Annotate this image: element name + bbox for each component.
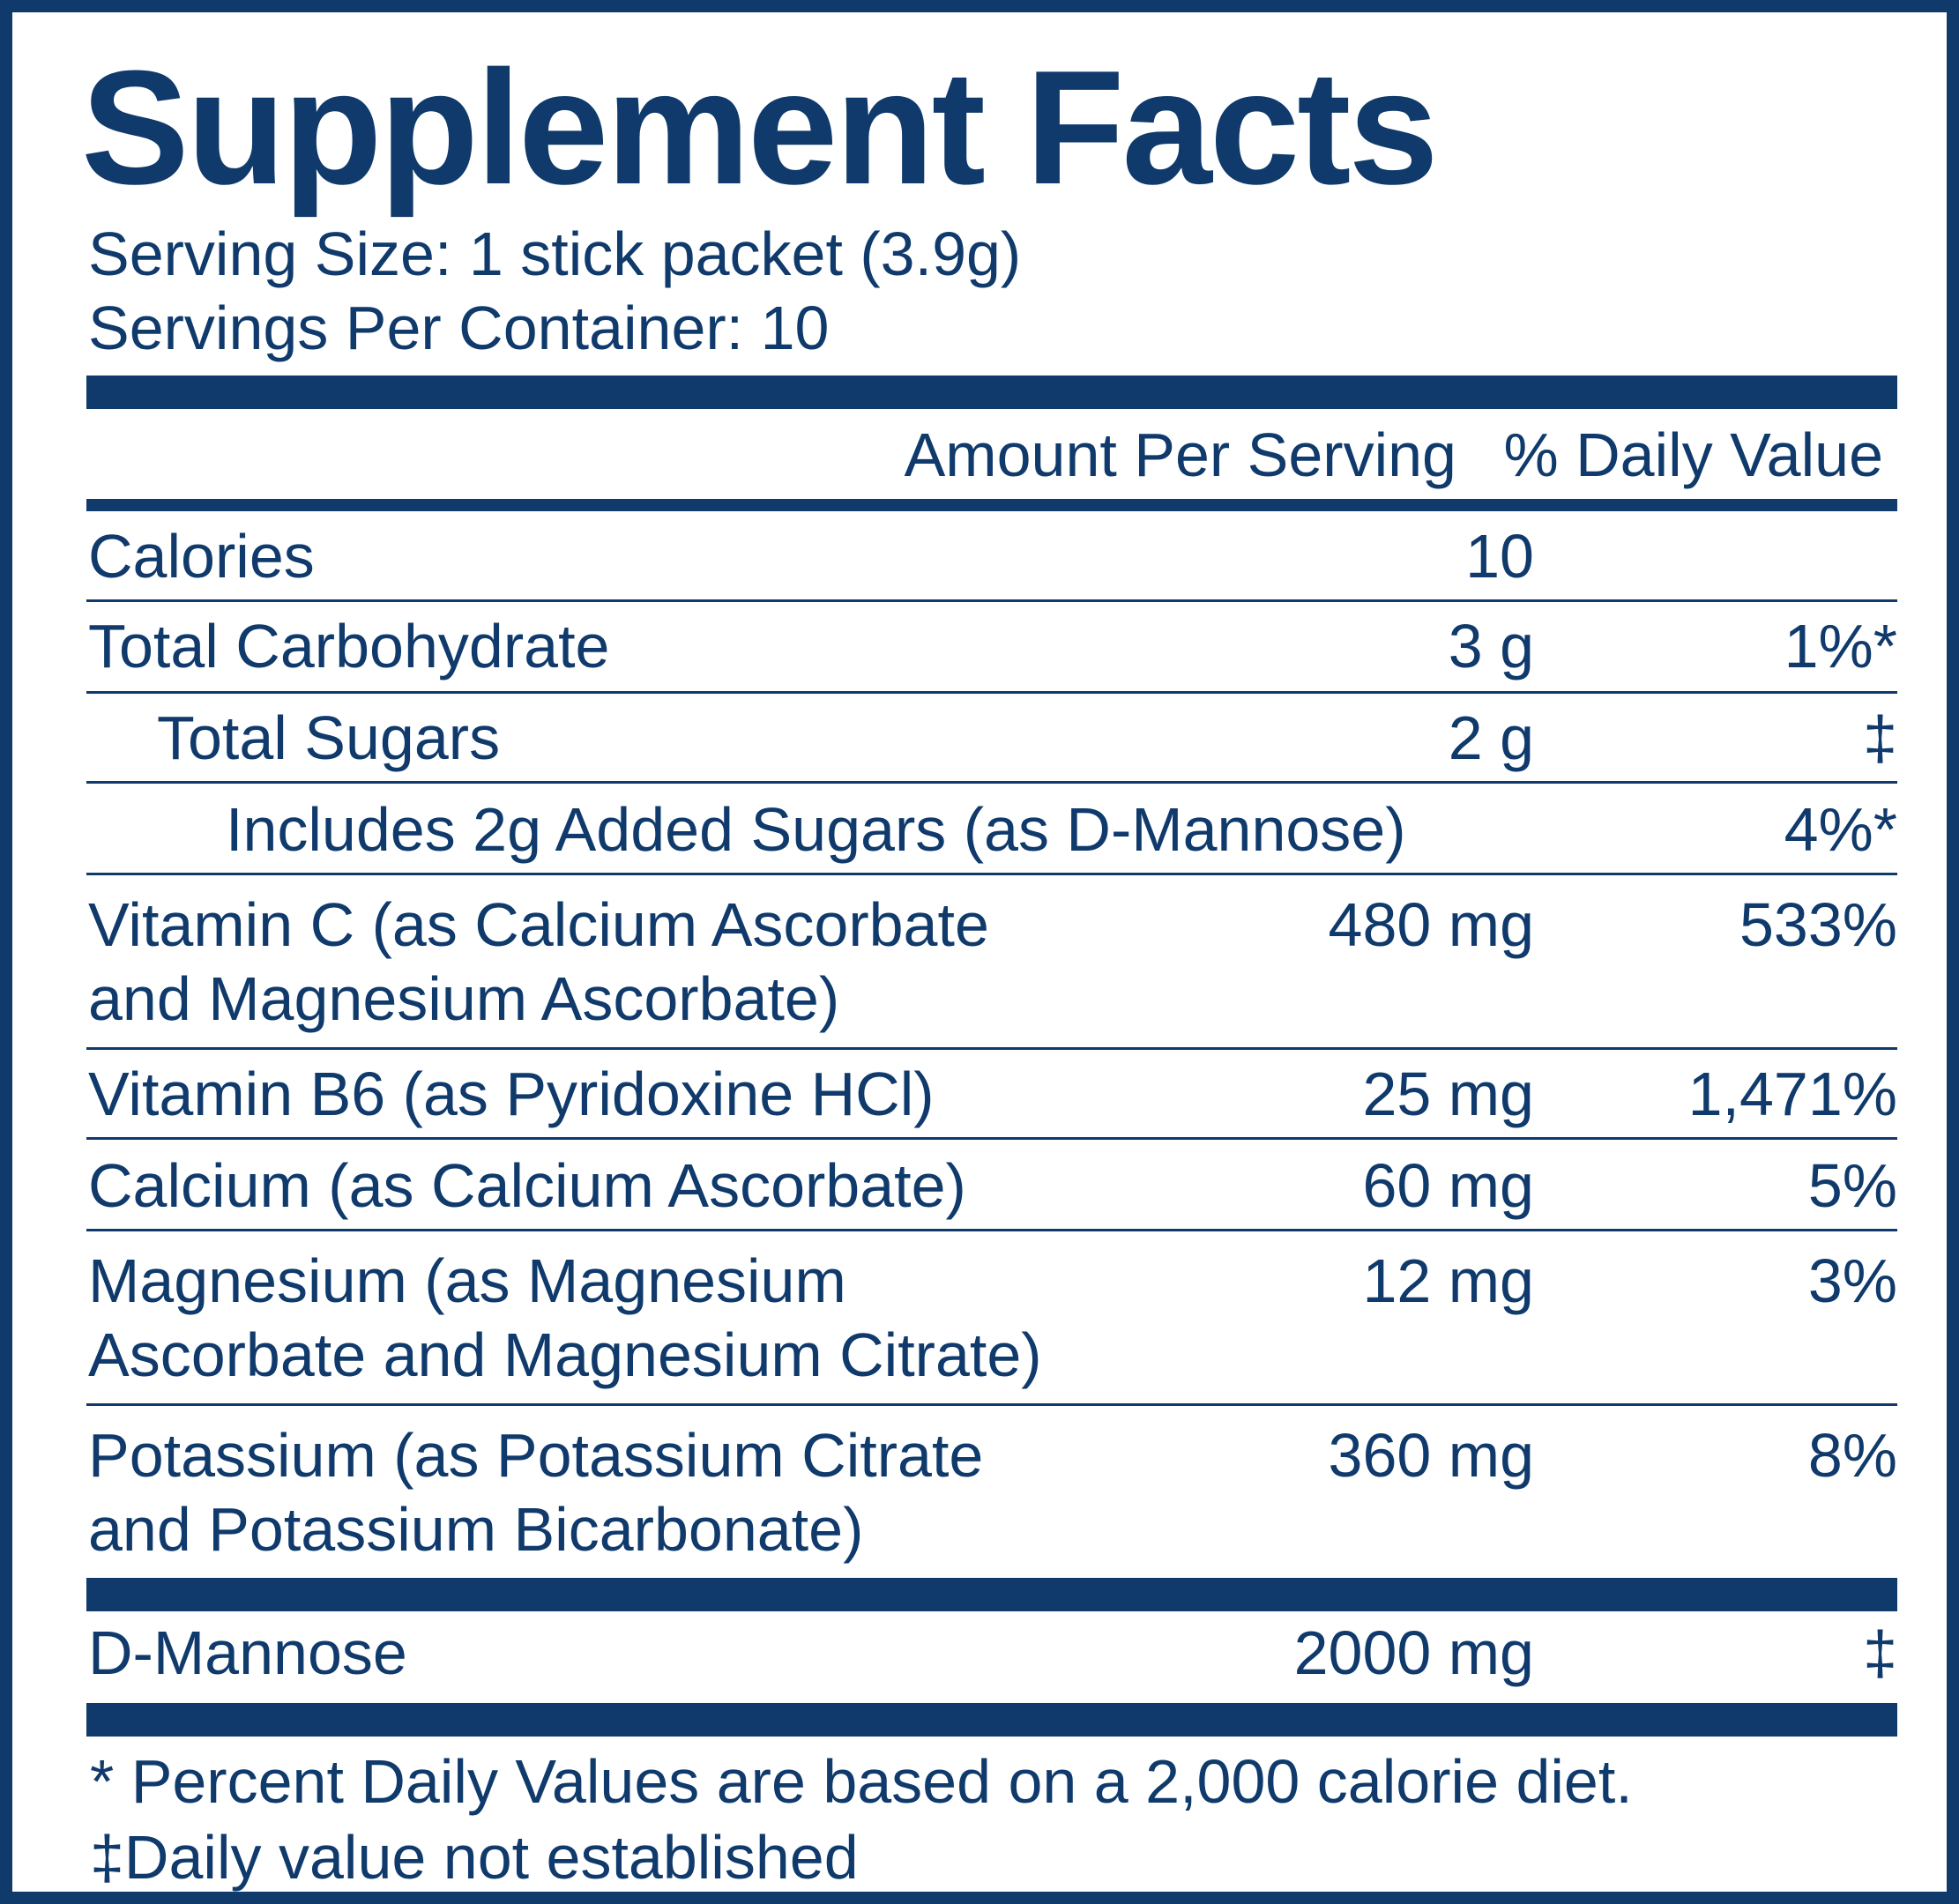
thick-divider-bottom [86, 1703, 1897, 1737]
nutrient-name: Vitamin C (as Calcium Ascorbate [88, 890, 989, 959]
header-amount-per-serving: Amount Per Serving [904, 420, 1456, 489]
row-separator [86, 691, 1897, 694]
nutrient-name: Calcium (as Calcium Ascorbate) [88, 1151, 966, 1220]
nutrient-amount: 3 g [1448, 612, 1534, 681]
panel-title: Supplement Facts [81, 36, 1439, 218]
servings-per-container: Servings Per Container: 10 [88, 294, 830, 362]
nutrient-name: Potassium (as Potassium Citrate [88, 1421, 984, 1490]
nutrient-amount: 60 mg [1362, 1151, 1534, 1220]
nutrient-daily-value: 3% [1807, 1246, 1897, 1315]
row-separator [86, 1403, 1897, 1406]
nutrient-name: Vitamin B6 (as Pyridoxine HCl) [88, 1060, 935, 1128]
header-daily-value: % Daily Value [1503, 420, 1883, 489]
nutrient-amount: 480 mg [1328, 890, 1534, 959]
medium-divider [86, 499, 1897, 511]
nutrient-name: Includes 2g Added Sugars (as D-Mannose) [226, 795, 1406, 864]
ingredient-name: D-Mannose [88, 1618, 407, 1687]
nutrient-daily-value: 533% [1739, 890, 1897, 959]
nutrient-amount: 10 [1465, 522, 1534, 591]
nutrient-amount: 25 mg [1362, 1060, 1534, 1128]
ingredient-daily-value: ‡ [1863, 1618, 1897, 1687]
row-separator [86, 1047, 1897, 1050]
nutrient-name: Total Carbohydrate [88, 612, 610, 681]
ingredient-amount: 2000 mg [1293, 1618, 1534, 1687]
nutrient-name: Total Sugars [157, 703, 501, 772]
nutrient-daily-value: 8% [1807, 1421, 1897, 1490]
footnote-percent-daily-values: * Percent Daily Values are based on a 2,… [90, 1747, 1633, 1816]
row-separator [86, 599, 1897, 602]
nutrient-daily-value: 5% [1807, 1151, 1897, 1220]
thick-divider-top [86, 376, 1897, 409]
row-separator [86, 873, 1897, 875]
nutrient-daily-value: ‡ [1863, 703, 1897, 772]
nutrient-daily-value: 1,471% [1687, 1060, 1897, 1128]
row-separator [86, 1229, 1897, 1231]
nutrient-daily-value: 1%* [1784, 612, 1897, 681]
nutrient-amount: 2 g [1448, 703, 1534, 772]
nutrient-daily-value: 4%* [1784, 795, 1897, 864]
nutrient-amount: 360 mg [1328, 1421, 1534, 1490]
nutrient-name-line2: and Potassium Bicarbonate) [88, 1495, 864, 1564]
nutrient-name-line2: Ascorbate and Magnesium Citrate) [88, 1320, 1042, 1389]
nutrient-name: Calories [88, 522, 315, 591]
footnote-daily-value-not-established: ‡Daily value not established [90, 1823, 859, 1892]
row-separator [86, 781, 1897, 784]
nutrient-name: Magnesium (as Magnesium [88, 1246, 846, 1315]
serving-size: Serving Size: 1 stick packet (3.9g) [88, 219, 1022, 288]
row-separator [86, 1137, 1897, 1140]
nutrient-name-line2: and Magnesium Ascorbate) [88, 964, 840, 1033]
nutrient-amount: 12 mg [1362, 1246, 1534, 1315]
thick-divider-middle [86, 1578, 1897, 1611]
